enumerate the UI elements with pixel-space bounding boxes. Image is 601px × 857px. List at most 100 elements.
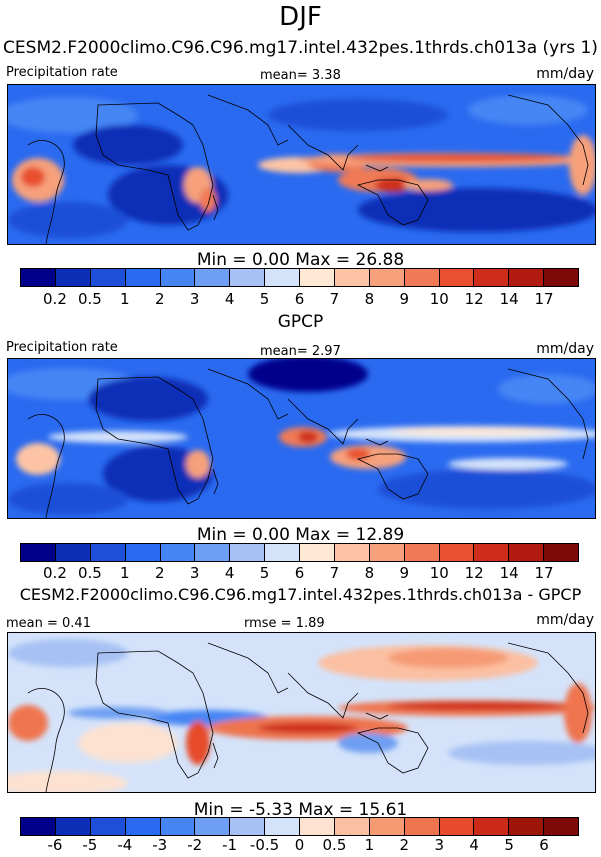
- colorbar-tick-label: 14: [499, 290, 519, 308]
- colorbar-tick-label: -2: [187, 836, 203, 854]
- colorbar-tick-label: 17: [534, 290, 554, 308]
- panel-2-map-svg: [8, 359, 595, 518]
- panel-1-mean-label: mean= 3.38: [260, 68, 341, 83]
- colorbar-swatch: [300, 269, 335, 286]
- colorbar-swatch: [125, 269, 161, 286]
- colorbar-tick-label: 5: [504, 836, 514, 854]
- colorbar-swatch: [90, 818, 126, 835]
- panel-2-mean-label: mean= 2.97: [260, 344, 341, 359]
- colorbar-tick-label: -4: [117, 836, 133, 854]
- colorbar-swatch: [369, 269, 405, 286]
- colorbar-tick-label: 1: [120, 564, 130, 582]
- colorbar-swatch: [160, 544, 196, 561]
- colorbar-tick-label: -5: [82, 836, 98, 854]
- colorbar-swatch: [265, 269, 300, 286]
- panel-2-precip-field: [8, 359, 595, 515]
- panel-2-stats: Min = 0.00 Max = 12.89: [196, 525, 405, 545]
- colorbar-swatch: [125, 544, 161, 561]
- colorbar-swatch: [404, 544, 440, 561]
- colorbar-tick-label: 3: [189, 290, 200, 308]
- colorbar-swatch: [404, 818, 440, 835]
- panel-1-variable-label: Precipitation rate: [6, 65, 118, 80]
- colorbar-swatch: [334, 818, 370, 835]
- panel-1-map: [7, 84, 596, 245]
- colorbar-tick-label: 9: [399, 290, 410, 308]
- colorbar-swatch: [160, 818, 196, 835]
- page-title: DJF: [279, 2, 322, 32]
- colorbar-swatch: [404, 269, 440, 286]
- panel-1-precip-field: [8, 95, 595, 238]
- colorbar-swatch: [21, 818, 56, 835]
- panel-1-map-svg: [8, 85, 595, 244]
- panel-2-map: [7, 358, 596, 519]
- colorbar-swatch: [369, 818, 405, 835]
- colorbar-swatch: [160, 269, 196, 286]
- colorbar-tick-label: 0.2: [43, 564, 67, 582]
- colorbar-tick-label: 5: [259, 564, 270, 582]
- panel-3-diff-field: [8, 639, 595, 792]
- colorbar-swatch: [195, 818, 231, 835]
- colorbar-swatch: [90, 544, 126, 561]
- panel-1-units-label: mm/day: [536, 66, 594, 82]
- panel-3-map: [7, 632, 596, 793]
- colorbar-tick-label: 4: [469, 836, 479, 854]
- colorbar-tick-label: -3: [152, 836, 168, 854]
- colorbar-tick-label: 8: [364, 290, 375, 308]
- colorbar-tick-label: 6: [294, 564, 305, 582]
- colorbar-swatch: [544, 269, 578, 286]
- colorbar-tick-label: 14: [499, 564, 519, 582]
- colorbar-tick-label: 4: [224, 290, 235, 308]
- panel-2-title: GPCP: [277, 312, 324, 332]
- panel-2-coastlines: [27, 368, 589, 518]
- colorbar-tick-label: 7: [329, 564, 340, 582]
- colorbar-tick-label: 3: [189, 564, 200, 582]
- panel-3-units-label: mm/day: [536, 612, 594, 628]
- colorbar-swatch: [55, 544, 91, 561]
- panel-3-colorbar-labels: -6 -5 -4 -3 -2 -1 -0.5 0 0.5 1 2 3 4 5 6: [0, 836, 601, 856]
- colorbar-tick-label: -0.5: [249, 836, 280, 854]
- colorbar-tick-label: -6: [47, 836, 63, 854]
- colorbar-tick-label: 2: [399, 836, 410, 854]
- colorbar-swatch: [439, 818, 475, 835]
- colorbar-swatch: [474, 818, 510, 835]
- colorbar-swatch: [544, 544, 578, 561]
- panel-3-coastlines: [27, 642, 589, 792]
- colorbar-tick-label: 4: [224, 564, 235, 582]
- panel-1-colorbar: [20, 268, 579, 287]
- colorbar-tick-label: 17: [534, 564, 554, 582]
- colorbar-tick-label: 0.5: [77, 290, 102, 308]
- colorbar-tick-label: 2: [154, 564, 165, 582]
- panel-3-title: CESM2.F2000climo.C96.C96.mg17.intel.432p…: [19, 585, 582, 604]
- colorbar-tick-label: 1: [120, 290, 130, 308]
- colorbar-tick-label: 0.2: [43, 290, 67, 308]
- colorbar-tick-label: 0.5: [77, 564, 102, 582]
- colorbar-swatch: [300, 818, 335, 835]
- panel-1-coastlines: [27, 94, 589, 244]
- colorbar-swatch: [265, 818, 300, 835]
- colorbar-swatch: [125, 818, 161, 835]
- panel-2-colorbar: [20, 543, 579, 562]
- colorbar-swatch: [55, 818, 91, 835]
- panel-1-title: CESM2.F2000climo.C96.C96.mg17.intel.432p…: [3, 38, 598, 58]
- colorbar-tick-label: 0.5: [322, 836, 347, 854]
- colorbar-tick-label: 8: [364, 564, 375, 582]
- colorbar-tick-label: 9: [399, 564, 410, 582]
- panel-3-map-svg: [8, 633, 595, 792]
- panel-2-colorbar-labels: 0.2 0.5 1 2 3 4 5 6 7 8 9 10 12 14 17: [0, 564, 601, 584]
- colorbar-swatch: [509, 544, 545, 561]
- colorbar-swatch: [334, 269, 370, 286]
- colorbar-swatch: [90, 269, 126, 286]
- colorbar-swatch: [369, 544, 405, 561]
- panel-1-stats: Min = 0.00 Max = 26.88: [196, 250, 405, 270]
- colorbar-tick-label: 10: [429, 564, 449, 582]
- colorbar-swatch: [230, 818, 266, 835]
- colorbar-swatch: [474, 544, 510, 561]
- colorbar-swatch: [195, 269, 231, 286]
- colorbar-swatch: [265, 544, 300, 561]
- colorbar-tick-label: 6: [294, 290, 305, 308]
- colorbar-swatch: [230, 269, 266, 286]
- colorbar-swatch: [334, 544, 370, 561]
- colorbar-swatch: [300, 544, 335, 561]
- colorbar-swatch: [439, 269, 475, 286]
- colorbar-swatch: [195, 544, 231, 561]
